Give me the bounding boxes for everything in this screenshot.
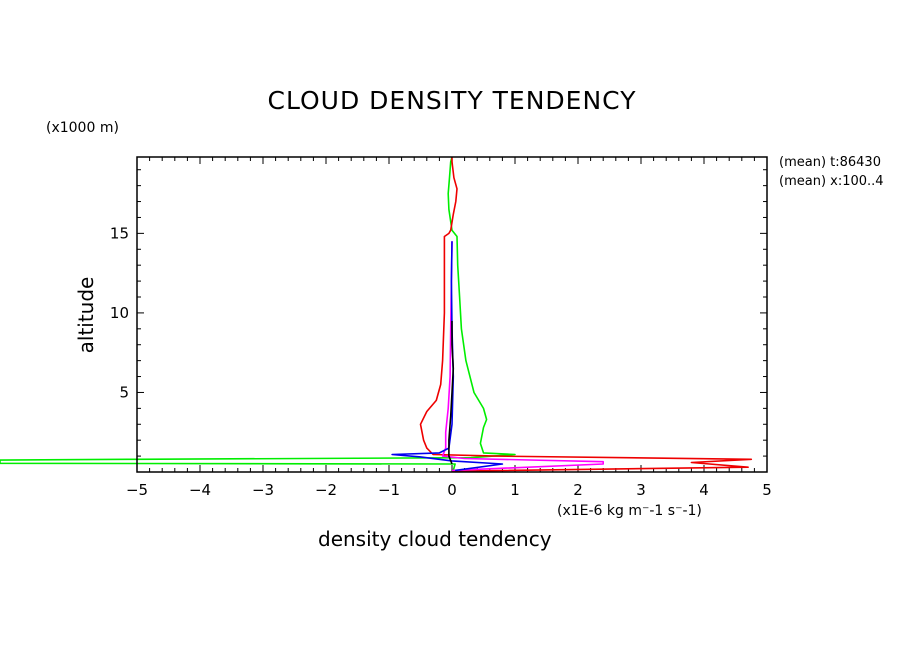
y-axis-unit: (x1000 m) <box>46 120 119 136</box>
x-tick-label: 3 <box>636 481 646 499</box>
x-axis-label: density cloud tendency <box>318 527 552 551</box>
series-line-1 <box>0 156 516 471</box>
x-tick-label: 1 <box>510 481 520 499</box>
y-tick-label: 5 <box>119 383 129 401</box>
x-tick-label: 4 <box>699 481 709 499</box>
x-tick-label: 0 <box>447 481 457 499</box>
x-tick-label: −5 <box>126 481 148 499</box>
series-line-2 <box>419 157 753 472</box>
axis-ticks: −5 −4 −3 −2 −1 0 1 2 3 4 5 5 10 15 <box>110 157 772 499</box>
x-tick-label: −2 <box>315 481 337 499</box>
y-axis-label: altitude <box>74 276 98 354</box>
y-tick-label: 10 <box>110 304 129 322</box>
x-tick-label: 2 <box>573 481 583 499</box>
series-line-3 <box>441 241 605 472</box>
x-tick-label: −4 <box>189 481 211 499</box>
mean-time-annotation: (mean) t:86430 <box>779 155 881 170</box>
x-tick-label: −1 <box>378 481 400 499</box>
series-line-5 <box>448 320 455 465</box>
x-axis-unit: (x1E-6 kg m⁻-1 s⁻-1) <box>557 503 702 519</box>
mean-x-annotation: (mean) x:100..4 <box>779 174 884 189</box>
plot-frame <box>136 156 768 473</box>
chart-title: CLOUD DENSITY TENDENCY <box>267 86 637 115</box>
y-tick-label: 15 <box>110 224 129 242</box>
series-lines <box>0 156 753 472</box>
x-tick-label: 5 <box>762 481 772 499</box>
x-tick-label: −3 <box>252 481 274 499</box>
series-line-4 <box>391 241 504 472</box>
